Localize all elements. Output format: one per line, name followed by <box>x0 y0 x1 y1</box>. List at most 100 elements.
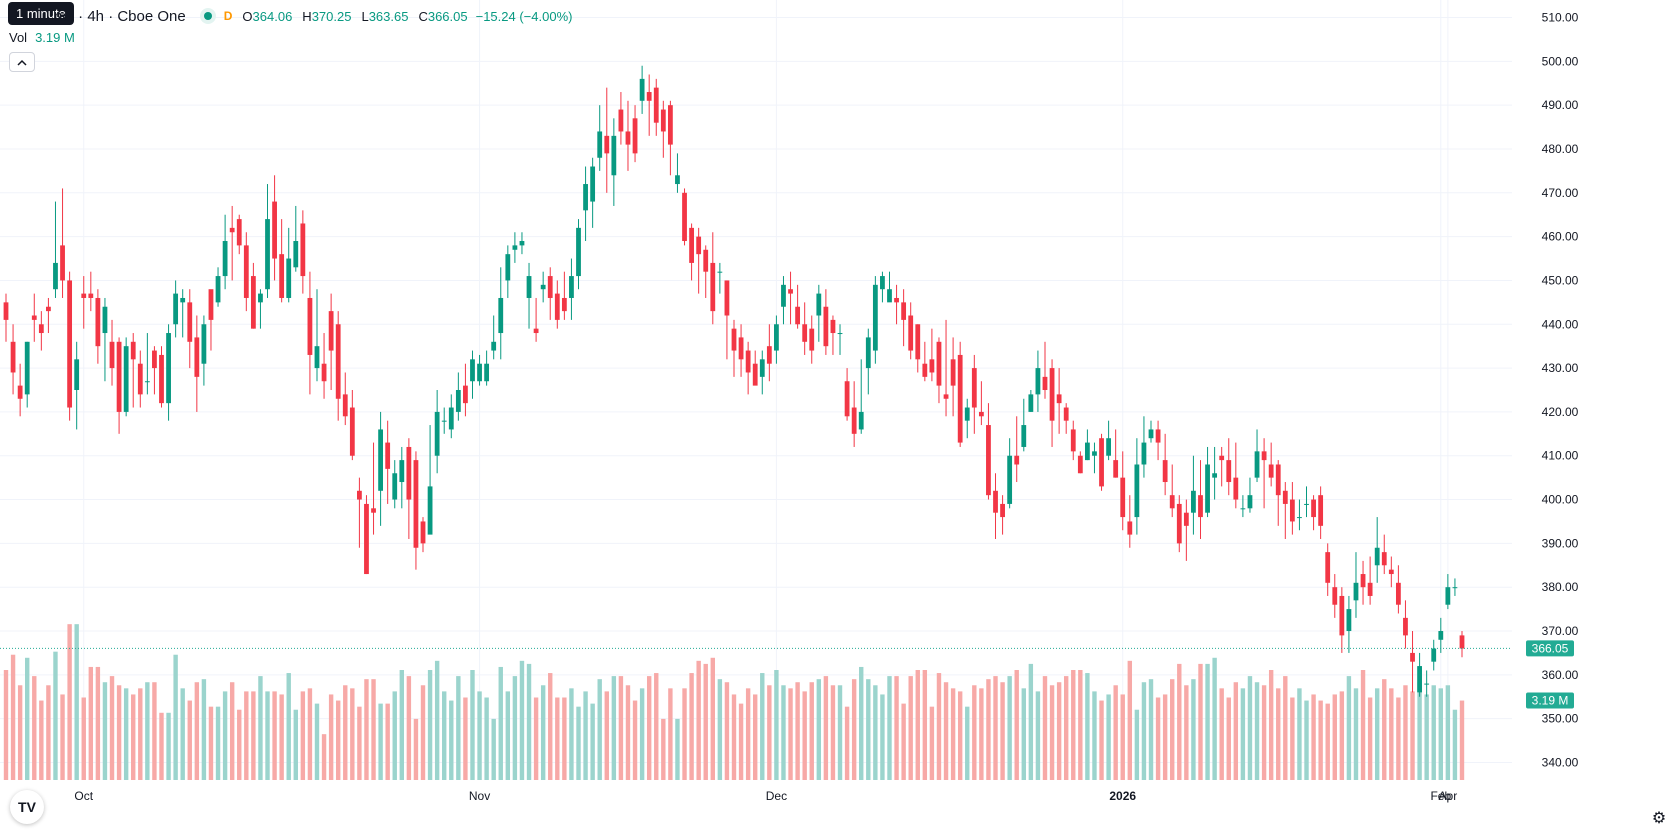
volume-bar <box>816 679 822 780</box>
candle <box>1254 451 1260 478</box>
volume-bar <box>555 697 560 780</box>
candle <box>250 276 256 329</box>
candle <box>342 394 348 417</box>
symbol-title[interactable]: nc. · 4h · Cboe One <box>54 7 186 25</box>
volume-bar <box>1028 663 1034 780</box>
candle <box>802 324 808 342</box>
volume-bar <box>1198 663 1203 780</box>
candle <box>378 429 384 491</box>
volume-bar <box>632 700 638 780</box>
open-value: 364.06 <box>252 8 293 24</box>
volume-bar <box>166 712 171 780</box>
volume-bar <box>654 673 659 780</box>
volume-bar <box>1396 697 1401 780</box>
candle <box>1275 464 1281 496</box>
volume-bar <box>321 734 327 780</box>
x-tick-label: Dec <box>766 789 787 803</box>
volume-bar <box>1346 676 1352 780</box>
candle <box>540 284 546 290</box>
candle <box>512 245 518 250</box>
volume-bar <box>413 718 419 780</box>
candle <box>1311 499 1316 518</box>
y-tick-label: 350.00 <box>1542 712 1579 726</box>
candle <box>837 333 843 335</box>
candle <box>1233 477 1239 500</box>
volume-bar <box>293 709 298 780</box>
candle <box>1028 394 1034 412</box>
candle <box>646 92 652 101</box>
candle <box>1395 582 1401 605</box>
volume-bar <box>88 666 94 780</box>
gear-icon[interactable]: ⚙ <box>1651 810 1667 827</box>
volume-bar <box>618 676 624 780</box>
candle <box>364 503 369 575</box>
candle <box>1297 517 1302 519</box>
volume-bar <box>159 712 164 780</box>
candle <box>152 350 157 369</box>
volume-bar <box>1339 691 1345 780</box>
candle <box>1056 394 1062 404</box>
volume-bar <box>1099 700 1104 780</box>
volume-bar <box>378 703 383 780</box>
volume-bar <box>724 682 730 780</box>
tradingview-logo-icon[interactable]: TV <box>10 790 44 824</box>
candle <box>611 135 617 176</box>
candle <box>180 297 186 303</box>
volume-bar <box>208 706 214 780</box>
volume-bar <box>943 682 949 780</box>
candle <box>1148 429 1154 439</box>
candle <box>1332 587 1338 605</box>
volume-bar <box>851 679 857 780</box>
volume-bar <box>1071 670 1076 780</box>
volume-bar <box>703 663 708 780</box>
candle <box>901 302 907 320</box>
volume-bar <box>442 691 447 780</box>
candle <box>1268 464 1274 478</box>
candle <box>116 341 122 412</box>
volume-bar <box>152 682 157 780</box>
volume-bar <box>972 685 977 780</box>
volume-bar <box>1332 694 1337 780</box>
candle <box>300 223 306 277</box>
volume-bar <box>1445 685 1451 780</box>
volume-bar <box>1374 688 1380 780</box>
candle <box>1063 407 1069 421</box>
candle <box>229 227 235 233</box>
volume-bar <box>343 685 348 780</box>
volume-bar <box>194 682 200 780</box>
candle <box>1240 508 1246 510</box>
volume-label: Vol <box>9 30 28 45</box>
volume-bar <box>364 679 369 780</box>
volume-bar <box>201 679 207 780</box>
y-tick-label: 510.00 <box>1542 11 1579 25</box>
collapse-legend-button[interactable] <box>9 52 35 72</box>
candle <box>1353 582 1359 601</box>
volume-bar <box>244 691 249 780</box>
volume-bar <box>237 709 242 780</box>
candle <box>1289 499 1295 522</box>
volume-bar <box>46 685 51 780</box>
volume-bar <box>215 706 221 780</box>
candle <box>208 289 214 320</box>
candle <box>123 346 129 412</box>
candle <box>1176 503 1182 544</box>
volume-bar <box>173 654 178 780</box>
volume-bar <box>1438 688 1443 780</box>
volume-bar <box>646 676 652 780</box>
volume-bar <box>1141 682 1147 780</box>
candle <box>844 381 850 417</box>
volume-bar <box>1205 663 1210 780</box>
volume-bar <box>859 666 864 780</box>
candle <box>1374 547 1380 566</box>
volume-bar <box>1184 685 1189 780</box>
candle <box>293 241 299 268</box>
candle <box>795 306 801 325</box>
volume-bar <box>1311 694 1316 780</box>
y-tick-label: 500.00 <box>1542 54 1579 68</box>
candle <box>625 131 631 145</box>
volume-bar <box>1389 688 1394 780</box>
candle <box>159 354 164 404</box>
volume-bar <box>1162 694 1168 780</box>
